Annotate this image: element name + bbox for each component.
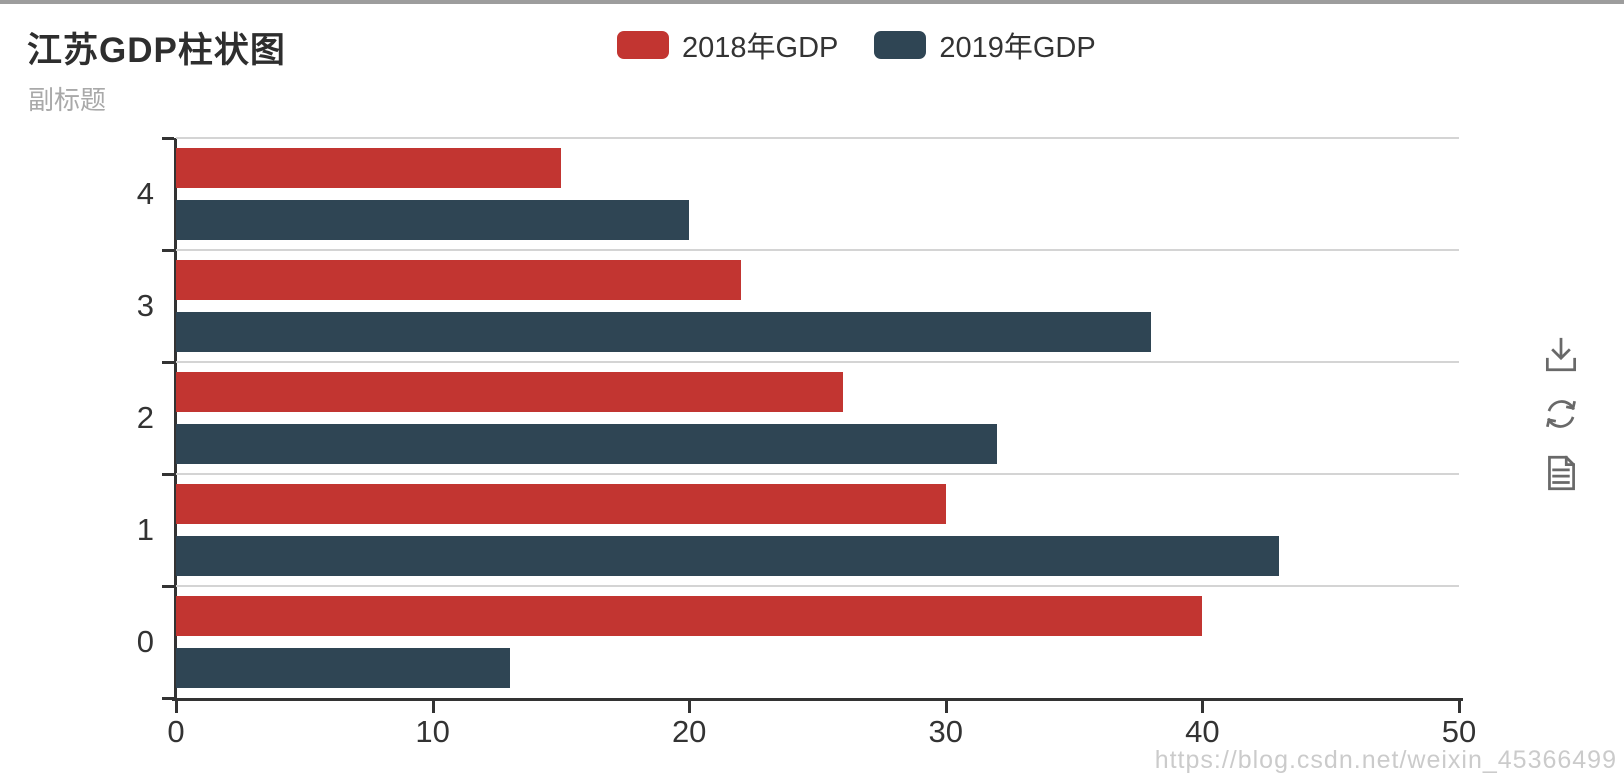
x-axis-label: 0 <box>167 714 185 749</box>
bar-2019-category-4[interactable] <box>176 200 690 240</box>
chart-title: 江苏GDP柱状图 <box>27 31 286 70</box>
bar-2019-category-0[interactable] <box>176 648 510 688</box>
y-axis-category-label: 1 <box>136 512 154 547</box>
bar-2019-category-3[interactable] <box>176 312 1152 352</box>
bar-2019-category-1[interactable] <box>176 536 1280 576</box>
y-axis-category-label: 0 <box>136 624 154 659</box>
x-axis-tick <box>944 701 948 713</box>
grid-split-line <box>176 473 1459 475</box>
legend-label: 2019年GDP <box>939 32 1096 64</box>
x-axis-tick <box>1458 701 1461 713</box>
legend-swatch-2018 <box>617 31 669 59</box>
y-axis-tick <box>162 697 174 700</box>
x-axis-line <box>172 698 1463 701</box>
legend-label: 2018年GDP <box>682 32 839 64</box>
y-axis-category-label: 3 <box>136 288 154 323</box>
legend-swatch-2019 <box>874 31 927 59</box>
window-top-strip <box>0 0 1624 4</box>
x-axis-label: 30 <box>928 714 964 749</box>
chart-subtitle: 副标题 <box>28 85 107 115</box>
y-axis-tick <box>162 137 174 140</box>
y-axis-tick <box>162 473 174 476</box>
y-axis-tick <box>162 361 174 364</box>
save-as-image-icon <box>1545 337 1577 372</box>
restore-icon <box>1546 400 1576 428</box>
grid-split-line <box>176 585 1459 587</box>
watermark: https://blog.csdn.net/weixin_45366499 <box>1154 746 1617 774</box>
data-view-button[interactable] <box>1538 450 1584 496</box>
x-axis-tick <box>175 701 178 713</box>
grid-split-line <box>176 249 1459 251</box>
grid-split-line <box>176 137 1459 139</box>
grid-split-line <box>176 361 1459 363</box>
y-axis-category-label: 2 <box>136 400 154 435</box>
legend: 2018年GDP 2019年GDP <box>617 24 1096 66</box>
y-axis-tick <box>162 249 174 252</box>
plot-area: 0 10 20 30 40 50 4 3 2 1 0 <box>137 137 1476 749</box>
x-axis-tick <box>1201 701 1205 713</box>
bar-2018-category-3[interactable] <box>176 260 741 300</box>
y-axis-tick <box>162 585 174 588</box>
x-axis-label: 50 <box>1441 714 1477 749</box>
bar-2018-category-0[interactable] <box>176 596 1203 636</box>
y-axis-category-label: 4 <box>136 176 154 211</box>
legend-item-2019[interactable]: 2019年GDP <box>874 24 1096 66</box>
x-axis-tick <box>431 701 435 713</box>
bar-2018-category-2[interactable] <box>176 372 844 412</box>
y-axis-line <box>174 138 177 698</box>
restore-button[interactable] <box>1538 391 1584 437</box>
toolbox <box>1538 332 1584 496</box>
x-axis-tick <box>688 701 692 713</box>
x-axis-label: 10 <box>415 714 450 749</box>
x-axis-label: 20 <box>671 714 707 749</box>
save-as-image-button[interactable] <box>1538 332 1584 378</box>
x-axis-label: 40 <box>1185 714 1220 749</box>
bar-2018-category-1[interactable] <box>176 484 946 524</box>
data-view-icon <box>1548 455 1575 491</box>
bar-2018-category-4[interactable] <box>176 148 561 188</box>
legend-item-2018[interactable]: 2018年GDP <box>617 24 838 66</box>
bar-2019-category-2[interactable] <box>176 424 998 464</box>
